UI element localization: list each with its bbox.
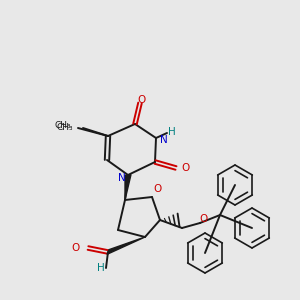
- Text: N: N: [118, 173, 126, 183]
- Text: O: O: [199, 214, 207, 224]
- Text: CH₃: CH₃: [55, 121, 71, 130]
- Text: O: O: [138, 95, 146, 105]
- Text: N: N: [160, 135, 168, 145]
- Text: H: H: [168, 127, 176, 137]
- Text: H: H: [97, 263, 105, 273]
- Polygon shape: [107, 237, 145, 254]
- Text: O: O: [72, 243, 80, 253]
- Polygon shape: [125, 175, 131, 200]
- Text: O: O: [181, 163, 189, 173]
- Text: CH₃: CH₃: [56, 124, 73, 133]
- Text: O: O: [153, 184, 161, 194]
